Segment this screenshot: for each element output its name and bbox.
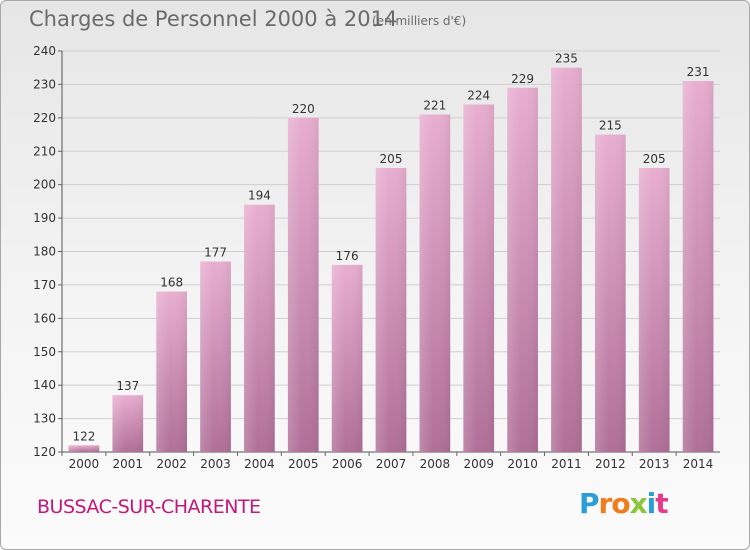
y-tick-label: 240 — [33, 44, 56, 58]
x-tick-label: 2004 — [244, 457, 275, 471]
data-label: 205 — [643, 152, 666, 166]
bar-sheen — [419, 114, 451, 452]
y-tick-label: 150 — [33, 345, 56, 359]
x-tick-label: 2006 — [332, 457, 363, 471]
x-tick-label: 2008 — [420, 457, 451, 471]
y-tick-label: 230 — [33, 77, 56, 91]
x-tick-label: 2000 — [69, 457, 100, 471]
bar-sheen — [507, 87, 538, 452]
data-label: 221 — [423, 98, 446, 112]
y-tick-label: 180 — [33, 245, 56, 259]
data-label: 231 — [687, 65, 710, 79]
data-labels: 122 137 168 177 194 220 176 205 221 224 229 235 215 2… — [72, 52, 709, 444]
bar-sheen — [463, 104, 495, 452]
x-tick-label: 2014 — [683, 457, 714, 471]
proxiti-logo[interactable]: Proxit — [579, 487, 669, 520]
y-tick-label: 210 — [33, 144, 56, 158]
y-tick-label: 170 — [33, 278, 56, 292]
bar-sheen — [375, 167, 407, 453]
bar-sheen — [594, 134, 626, 452]
x-tick-label: 2010 — [507, 457, 538, 471]
data-label: 215 — [599, 119, 622, 133]
axes: 120 130 140 150 160 170 180 190 200 210 220 230 240 2… — [33, 44, 720, 471]
y-tick-label: 220 — [33, 111, 56, 125]
data-label: 220 — [292, 102, 315, 116]
x-tick-label: 2011 — [551, 457, 582, 471]
y-tick-label: 160 — [33, 311, 56, 325]
bar-sheen — [331, 264, 363, 452]
logo-letter: o — [611, 487, 630, 520]
data-label: 224 — [467, 88, 490, 102]
data-label: 168 — [160, 276, 183, 290]
bar-sheen — [244, 204, 275, 452]
bars — [68, 67, 714, 453]
chart-subtitle: (en milliers d'€) — [372, 14, 467, 28]
x-tick-label: 2001 — [113, 457, 144, 471]
y-tick-label: 140 — [33, 378, 56, 392]
x-tick-label: 2003 — [200, 457, 231, 471]
bar-sheen — [551, 67, 582, 452]
x-tick-label: 2013 — [639, 457, 670, 471]
logo-letter: i — [646, 487, 657, 520]
y-tick-label: 190 — [33, 211, 56, 225]
bar-sheen — [638, 167, 670, 453]
y-tick-label: 200 — [33, 178, 56, 192]
x-tick-label: 2012 — [595, 457, 626, 471]
data-label: 205 — [380, 152, 403, 166]
bar-sheen — [287, 117, 319, 452]
logo-letter: P — [579, 487, 600, 520]
data-label: 176 — [336, 249, 359, 263]
data-label: 177 — [204, 246, 227, 260]
bar-sheen — [682, 81, 714, 452]
bar-sheen — [112, 395, 144, 452]
y-tick-label: 120 — [33, 445, 56, 459]
logo-letter: r — [598, 487, 613, 520]
logo-letter: t — [655, 487, 668, 520]
bar-sheen — [200, 261, 231, 452]
data-label: 235 — [555, 52, 578, 66]
x-tick-label: 2005 — [288, 457, 319, 471]
bar-sheen — [68, 445, 100, 452]
x-tick-label: 2009 — [463, 457, 494, 471]
logo-letter: x — [629, 487, 648, 520]
data-label: 229 — [511, 72, 534, 86]
data-label: 137 — [116, 379, 139, 393]
data-label: 122 — [72, 429, 95, 443]
x-tick-label: 2002 — [156, 457, 187, 471]
commune-name: BUSSAC-SUR-CHARENTE — [37, 496, 261, 518]
y-tick-label: 130 — [33, 412, 56, 426]
x-tick-label: 2007 — [376, 457, 407, 471]
bar-sheen — [156, 291, 188, 452]
data-label: 194 — [248, 189, 271, 203]
chart-title: Charges de Personnel 2000 à 2014 — [29, 7, 398, 31]
